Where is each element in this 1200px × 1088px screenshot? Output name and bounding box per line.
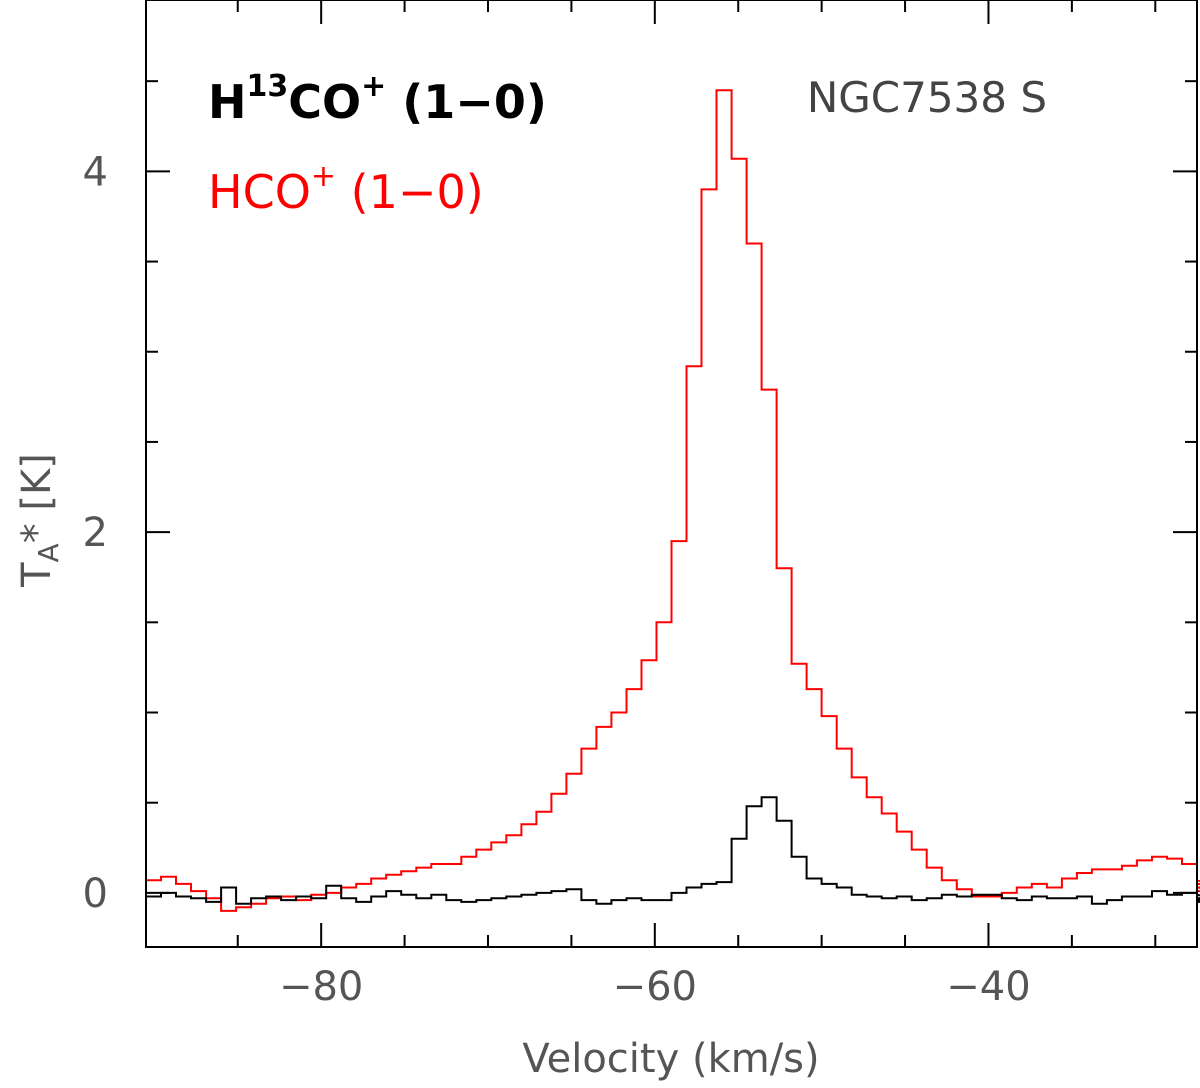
source-annotation: NGC7538 S xyxy=(807,73,1047,122)
axis-ticks xyxy=(146,0,1197,947)
legend-hco: HCO+ (1−0) xyxy=(208,159,484,219)
y-axis-title: TA* [K] xyxy=(14,453,65,588)
tick-labels: −80 −60 −40 0 2 4 xyxy=(83,149,1031,1010)
y-tick-label: 2 xyxy=(83,510,108,556)
x-tick-label: −40 xyxy=(946,964,1030,1010)
y-axis-title-sub: A xyxy=(32,543,65,562)
legend-h13co: H13CO+ (1−0) xyxy=(208,69,547,129)
y-axis-title-main: T xyxy=(14,562,60,588)
series-layer xyxy=(146,89,1200,912)
h13co-plus-spectrum xyxy=(146,796,1200,905)
x-tick-label: −80 xyxy=(279,964,363,1010)
plot-frame xyxy=(145,0,1198,948)
y-tick-label: 4 xyxy=(83,149,108,195)
y-axis-title-rest: * [K] xyxy=(14,453,60,543)
x-axis-title: Velocity (km/s) xyxy=(522,1036,819,1082)
y-tick-label: 0 xyxy=(83,871,108,917)
x-tick-label: −60 xyxy=(613,964,697,1010)
